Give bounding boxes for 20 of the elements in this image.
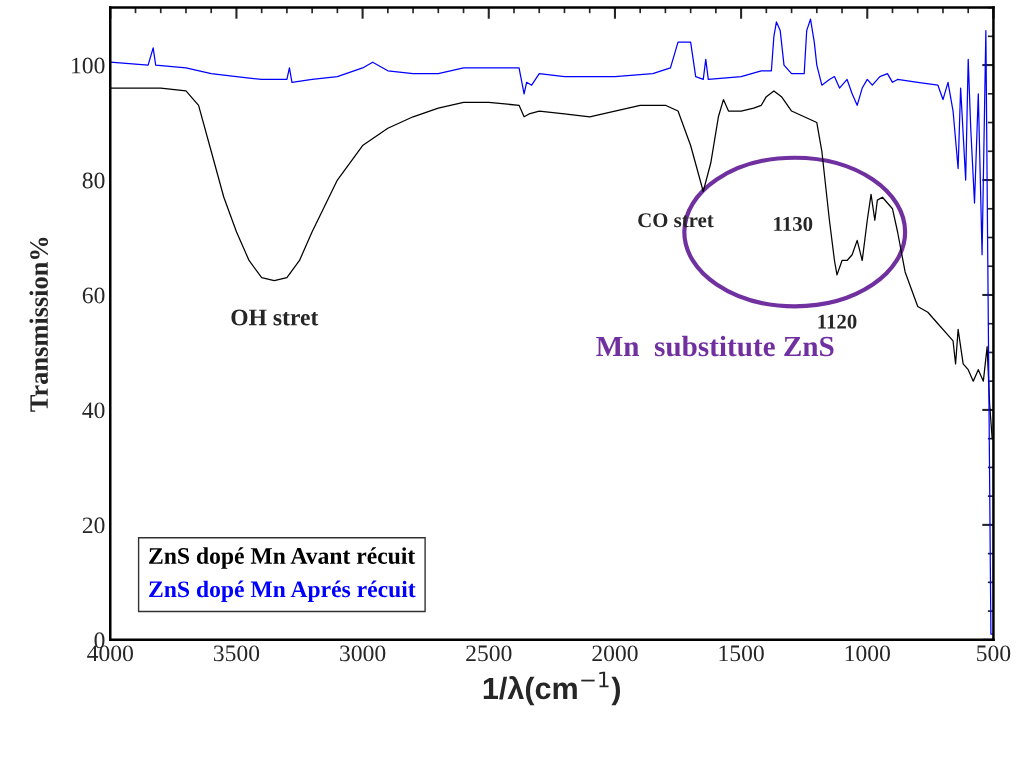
- x-tick-label: 3500: [213, 645, 260, 662]
- text: ZnS dopé Mn Avant récuit: [149, 547, 416, 569]
- text: ZnS dopé Mn Aprés récuit: [149, 580, 416, 603]
- x-tick-label: 3000: [340, 645, 386, 662]
- x-tick-label: 1000: [845, 645, 890, 662]
- y-tick-label: 100: [72, 57, 105, 74]
- x-tick-label: 2000: [592, 645, 638, 662]
- x-tick-label: 2500: [466, 645, 512, 662]
- x-tick-label: 500: [977, 645, 1011, 662]
- y-tick-label: 80: [82, 172, 105, 189]
- x-axis-title: 1/λ(cm$^{−1}$): [483, 671, 621, 706]
- y-axis-title: Transmission%: [29, 237, 49, 412]
- y-tick-label: 20: [82, 517, 105, 534]
- y-tick-label: 60: [82, 287, 105, 304]
- x-tick-label: 1500: [719, 645, 764, 662]
- annotation: 1130: [774, 216, 813, 231]
- annotation: OH stret: [231, 309, 319, 326]
- annotation: 1120: [818, 314, 857, 329]
- annotation: Mn substitute ZnS: [596, 335, 834, 357]
- y-tick-label: 40: [82, 402, 105, 419]
